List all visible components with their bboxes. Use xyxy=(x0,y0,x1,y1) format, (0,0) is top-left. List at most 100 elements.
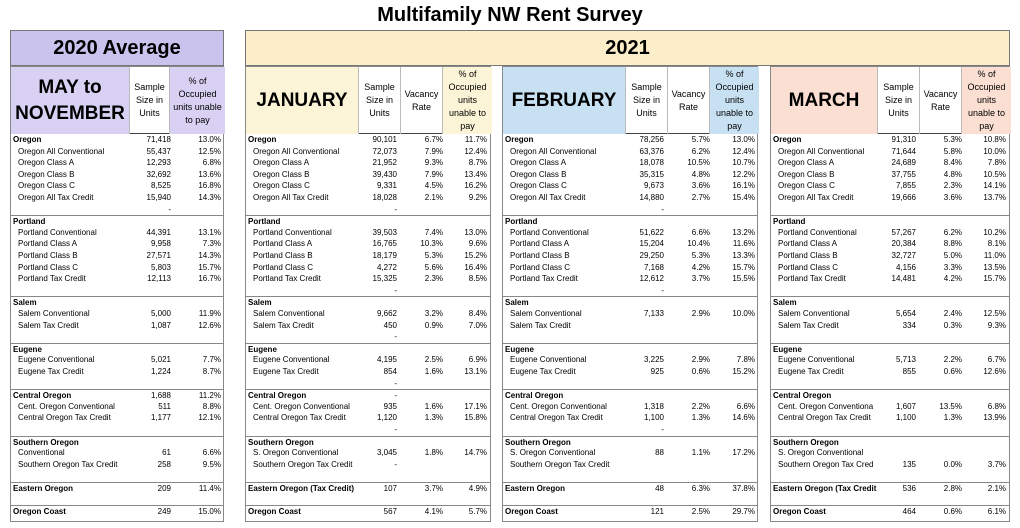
row-label: Portland xyxy=(773,217,806,227)
row-label: Oregon All Tax Credit xyxy=(253,193,329,202)
table-row: Oregon Class B 39,430 7.9% 13.4% xyxy=(246,169,490,181)
table-row: Cent. Oregon Conventional 935 1.6% 17.1% xyxy=(246,401,490,413)
sample-size-value: 91,310 xyxy=(891,135,916,144)
row-label: Portland Tax Credit xyxy=(253,274,321,284)
vacancy-rate-value: 3.7% xyxy=(691,274,710,284)
sample-size-value: 135 xyxy=(902,459,916,469)
row-label: Eugene Tax Credit xyxy=(253,367,319,376)
occupied-unable-value: 15.4% xyxy=(732,193,755,202)
occupied-unable-value: 8.8% xyxy=(202,401,221,411)
row-label: Eugene xyxy=(248,344,277,354)
sample-size-value: 32,727 xyxy=(891,251,916,260)
occupied-unable-value: 13.1% xyxy=(464,367,487,376)
row-label: Central Oregon Tax Credit xyxy=(253,413,346,423)
sample-size-value: 5,803 xyxy=(150,262,171,272)
vacancy-rate-value: 2.5% xyxy=(691,507,710,517)
occupied-unable-value: 13.0% xyxy=(198,135,221,144)
table-row: Eugene Tax Credit 855 0.6% 12.6% xyxy=(771,366,1009,378)
occupied-unable-value: 9.3% xyxy=(987,320,1006,330)
occupied-unable-value: 14.1% xyxy=(983,181,1006,191)
row-label: Portland Conventional xyxy=(510,227,589,237)
vacancy-rate-header: Vacancy Rate xyxy=(919,67,961,134)
occupied-unable-value: 15.7% xyxy=(983,274,1006,284)
sample-size-value: 88 xyxy=(655,448,664,458)
table-row: Portland Tax Credit 15,325 2.3% 8.5% xyxy=(246,273,490,285)
occupied-unable-value: 10.2% xyxy=(983,227,1006,237)
vacancy-rate-value: 10.5% xyxy=(687,158,710,168)
occupied-unable-value: 16.7% xyxy=(198,274,221,284)
sample-size-value: 39,430 xyxy=(372,169,397,179)
row-label: Salem xyxy=(248,298,272,308)
sample-size-value: 8,525 xyxy=(150,181,171,191)
vacancy-rate-value: 3.7% xyxy=(424,484,443,493)
table-row: Oregon All Conventional 71,644 5.8% 10.0% xyxy=(771,146,1009,158)
row-label: Portland Class B xyxy=(510,251,570,260)
sample-size-value: 29,250 xyxy=(639,251,664,260)
sample-size-value: 32,692 xyxy=(146,169,171,179)
row-label: Central Oregon xyxy=(505,391,564,401)
sample-size-value: 18,028 xyxy=(372,193,397,202)
table-row: - xyxy=(503,285,757,297)
row-label: Oregon Class C xyxy=(778,181,835,191)
sample-size-value: 19,666 xyxy=(891,193,916,202)
table-row: Oregon Class A 24,689 8.4% 7.8% xyxy=(771,157,1009,169)
row-label: Oregon Class C xyxy=(18,181,75,191)
row-label: Oregon Coast xyxy=(13,507,66,517)
row-label: Eugene Conventional xyxy=(18,355,95,365)
occupied-unable-value: 15.7% xyxy=(198,262,221,272)
sample-size-value: 1,318 xyxy=(643,401,664,411)
row-label: Portland xyxy=(13,217,46,227)
vacancy-rate-value: 10.3% xyxy=(420,239,443,249)
sample-size-value: 72,073 xyxy=(372,146,397,156)
sample-size-header: Sample Size in Units xyxy=(358,67,400,134)
table-row: Salem Conventional 7,133 2.9% 10.0% xyxy=(503,308,757,320)
sample-size-value: 14,880 xyxy=(639,193,664,202)
table-row: - xyxy=(246,285,490,297)
row-label: Salem Tax Credit xyxy=(778,320,839,330)
sample-size-value: 35,315 xyxy=(639,169,664,179)
sample-size-value: 20,384 xyxy=(891,239,916,249)
table-row: Portland Class B 27,571 14.3% xyxy=(11,250,223,262)
sample-size-value: 258 xyxy=(157,459,171,469)
vacancy-rate-value: 2.2% xyxy=(691,401,710,411)
row-label: Eugene Conventional xyxy=(510,355,587,365)
occupied-unable-value: 8.5% xyxy=(468,274,487,284)
sample-size-value: 71,644 xyxy=(891,146,916,156)
row-label: Cent. Oregon Conventional xyxy=(510,401,607,411)
vacancy-rate-value: 6.7% xyxy=(424,135,443,144)
row-label: Conventional xyxy=(18,448,65,458)
row-label: Salem xyxy=(13,298,37,308)
table-row: Portland xyxy=(771,215,1009,228)
row-label: Portland Class A xyxy=(778,239,838,249)
vacancy-rate-value: 2.4% xyxy=(943,309,962,318)
sample-size-value: 15,325 xyxy=(372,274,397,284)
row-label: Oregon All Tax Credit xyxy=(18,193,94,202)
row-label: Oregon Coast xyxy=(773,507,826,517)
occupied-unable-value: 17.2% xyxy=(732,448,755,458)
table-row: Oregon All Tax Credit 15,940 14.3% xyxy=(11,192,223,204)
occupied-unable-value: 13.7% xyxy=(983,193,1006,202)
row-label: Eugene Conventional xyxy=(253,355,330,365)
sample-size-value: 39,503 xyxy=(372,227,397,237)
table-row: Portland Class B 29,250 5.3% 13.3% xyxy=(503,250,757,262)
sample-size-value: - xyxy=(394,332,397,342)
sample-size-value: - xyxy=(661,204,664,214)
table-row: Portland Conventional 39,503 7.4% 13.0% xyxy=(246,227,490,239)
occupied-unable-value: 12.5% xyxy=(983,309,1006,318)
table-row: Oregon All Conventional 63,376 6.2% 12.4% xyxy=(503,146,757,158)
row-label: Oregon Class A xyxy=(778,158,835,168)
sample-size-value: 121 xyxy=(650,507,664,517)
occupied-unable-value: 11.2% xyxy=(198,391,221,401)
table-row: Eugene Conventional 5,713 2.2% 6.7% xyxy=(771,354,1009,366)
row-label: Salem Conventional xyxy=(778,309,850,318)
occupied-unable-value: 16.4% xyxy=(464,262,487,272)
row-label: Oregon xyxy=(773,135,802,144)
row-label: Salem xyxy=(773,298,797,308)
occupied-unable-value: 10.8% xyxy=(983,135,1006,144)
table-row xyxy=(503,470,757,482)
vacancy-rate-value: 6.3% xyxy=(691,484,710,493)
table-row: Oregon 78,256 5.7% 13.0% xyxy=(503,134,757,146)
table-row: Salem Conventional 5,000 11.9% xyxy=(11,308,223,320)
table-row: Salem Tax Credit xyxy=(503,320,757,332)
sample-size-value: 71,418 xyxy=(146,135,171,144)
